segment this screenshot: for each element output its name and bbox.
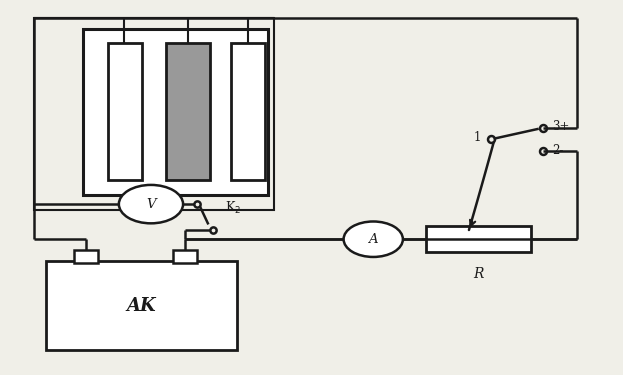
- Text: R: R: [473, 267, 483, 281]
- Bar: [34, 18, 275, 210]
- Bar: [426, 226, 531, 252]
- Bar: [166, 44, 209, 180]
- Bar: [173, 250, 197, 263]
- Text: V: V: [146, 198, 156, 211]
- Text: 3+: 3+: [553, 120, 569, 133]
- Circle shape: [119, 185, 183, 224]
- Text: 2-: 2-: [553, 144, 564, 157]
- Text: K$_2$: K$_2$: [225, 200, 241, 216]
- Text: A: A: [368, 233, 378, 246]
- Bar: [74, 250, 98, 263]
- Circle shape: [344, 222, 403, 257]
- Bar: [46, 261, 237, 350]
- Text: 1: 1: [474, 131, 482, 144]
- Text: AK: AK: [127, 297, 156, 315]
- Bar: [108, 44, 141, 180]
- Bar: [83, 28, 269, 195]
- Bar: [231, 44, 265, 180]
